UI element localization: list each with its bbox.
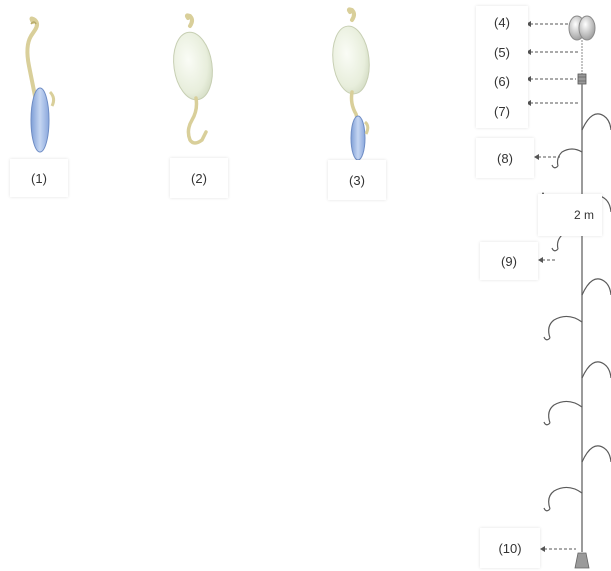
blue-bait (350, 115, 366, 161)
label-5: (5) (494, 44, 510, 60)
label-8: (8) (476, 138, 534, 178)
pointer-arrows (530, 23, 580, 550)
branch-lines-right (581, 113, 611, 463)
swivel-icon (577, 73, 587, 85)
spacing-label: 2 m (573, 208, 594, 222)
sinker-icon (574, 552, 590, 569)
label-7: (7) (494, 103, 510, 119)
arrow-heads (526, 21, 545, 552)
longline-diagram (526, 15, 611, 569)
hook-illustration-2 (173, 13, 213, 145)
hook-illustration-3 (332, 7, 370, 161)
label-3: (3) (328, 160, 386, 200)
label-9: (9) (480, 242, 538, 280)
spacing-label-box: 2 m (538, 194, 602, 236)
white-bait (173, 31, 213, 101)
label-1: (1) (10, 159, 68, 197)
blue-bait (30, 87, 50, 153)
label-10: (10) (480, 528, 540, 568)
hook-illustration-1 (25, 16, 56, 153)
white-bait (332, 25, 370, 95)
label-6: (6) (494, 74, 510, 90)
label-4: (4) (494, 15, 510, 31)
float-icon (578, 15, 596, 41)
label-2: (2) (170, 158, 228, 198)
label-group-4-7: (4) (5) (6) (7) (476, 6, 528, 128)
